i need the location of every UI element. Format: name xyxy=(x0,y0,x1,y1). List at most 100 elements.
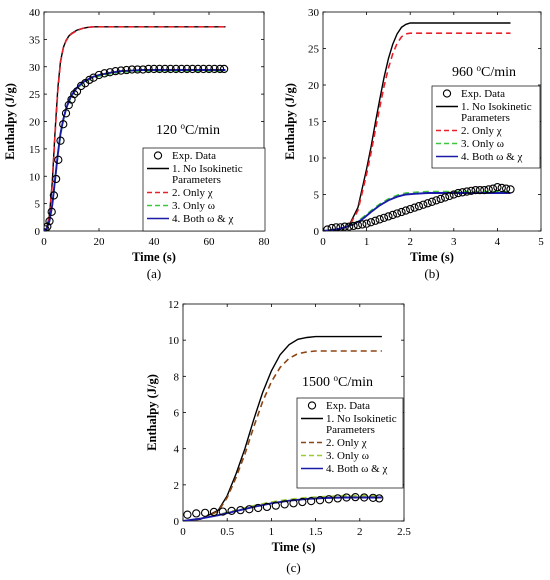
data-point xyxy=(271,501,280,510)
legend-label: 1. No Isokinetic xyxy=(461,101,532,113)
y-tick-label: 12 xyxy=(168,299,179,311)
x-tick-label: 2 xyxy=(357,526,363,538)
panel-caption: (a) xyxy=(147,266,161,281)
data-point xyxy=(454,188,463,198)
data-point xyxy=(116,66,126,75)
data-point xyxy=(72,87,82,96)
y-tick-label: 25 xyxy=(29,89,41,101)
data-point xyxy=(488,184,498,193)
legend-entry-4: 3. Only ω xyxy=(436,138,504,150)
data-point xyxy=(94,70,104,80)
legend-label: 2. Only χ xyxy=(461,125,502,137)
data-point xyxy=(353,221,363,230)
data-point xyxy=(419,200,428,209)
x-tick-label: 1 xyxy=(269,526,275,538)
data-point xyxy=(245,505,254,514)
legend-label: 3. Only ω xyxy=(461,138,504,150)
legend-entry-5: 4. Both ω & χ xyxy=(301,463,387,475)
data-point xyxy=(331,223,341,231)
data-point xyxy=(379,213,389,223)
legend-label: Parameters xyxy=(461,112,510,124)
x-tick-label: 1.5 xyxy=(309,526,323,538)
y-tick-label: 15 xyxy=(29,144,41,156)
legend-label: 2. Only χ xyxy=(326,437,367,449)
y-tick-label: 25 xyxy=(308,44,320,56)
data-point xyxy=(59,120,68,129)
data-point xyxy=(375,215,384,224)
data-point xyxy=(493,183,502,192)
y-tick-label: 4 xyxy=(174,444,180,456)
data-point xyxy=(336,223,345,231)
data-point xyxy=(200,508,210,518)
y-tick-label: 15 xyxy=(308,117,320,129)
legend-entry-5: 4. Both ω & χ xyxy=(147,213,233,225)
data-point xyxy=(56,136,65,145)
data-point xyxy=(47,207,56,216)
legend-label: 3. Only ω xyxy=(172,200,215,212)
series-4-line xyxy=(323,190,511,231)
data-point xyxy=(327,223,336,231)
data-point xyxy=(392,209,402,218)
data-point xyxy=(401,206,410,215)
data-point xyxy=(210,64,219,74)
x-tick-label: 3 xyxy=(451,236,457,248)
data-point xyxy=(133,65,142,74)
data-point xyxy=(193,64,203,74)
y-tick-label: 5 xyxy=(35,199,41,211)
data-point xyxy=(100,69,109,78)
x-tick-label: 20 xyxy=(94,236,106,248)
x-tick-label: 0 xyxy=(320,236,326,248)
series-1-markers xyxy=(183,492,384,519)
data-point xyxy=(340,222,349,231)
legend-entry-4: 3. Only ω xyxy=(301,450,369,462)
rate-unit: C/min xyxy=(481,65,516,80)
y-tick-label: 6 xyxy=(174,408,180,420)
legend-marker xyxy=(307,401,317,410)
x-tick-label: 5 xyxy=(538,236,544,248)
data-point xyxy=(171,64,181,74)
y-tick-label: 2 xyxy=(174,480,180,492)
data-point xyxy=(371,216,380,225)
legend-frame xyxy=(431,85,541,169)
rate-annotation: 120 oC/min xyxy=(156,121,220,138)
legend-label: 4. Both ω & χ xyxy=(461,151,522,163)
x-tick-label: 60 xyxy=(204,236,216,248)
data-point xyxy=(45,216,54,226)
series-2-line xyxy=(183,335,382,521)
legend-entry-4: 3. Only ω xyxy=(147,200,215,212)
data-point xyxy=(209,507,219,517)
y-tick-label: 0 xyxy=(35,226,41,238)
data-point xyxy=(177,64,186,74)
data-point xyxy=(368,493,378,503)
y-tick-label: 10 xyxy=(308,153,320,165)
legend-label: 1. No Isokinetic xyxy=(326,413,397,425)
panel-caption: (b) xyxy=(424,266,439,281)
data-point xyxy=(199,64,208,74)
series-5-line xyxy=(323,192,511,231)
data-point xyxy=(76,81,86,91)
data-point xyxy=(414,202,424,211)
legend-entry-1: Exp. Data xyxy=(153,150,216,162)
data-point xyxy=(70,89,79,99)
data-point xyxy=(188,64,197,74)
legend-label: 1. No Isokinetic xyxy=(172,163,243,175)
rate-unit: C/min xyxy=(338,375,373,390)
legend-entry-5: 4. Both ω & χ xyxy=(436,151,522,163)
legend-label: Exp. Data xyxy=(172,150,216,162)
y-tick-label: 35 xyxy=(29,34,41,46)
data-point xyxy=(358,220,367,229)
data-point xyxy=(219,64,229,74)
chart-panel-b: 0 1 2 3 4 5 0 5 10 15 20 25 30 Time (s) Enthalpy (J/g)… xyxy=(283,7,544,281)
data-point xyxy=(166,64,175,74)
data-point xyxy=(160,64,170,74)
x-tick-label: 2 xyxy=(407,236,413,248)
legend-entry-1: Exp. Data xyxy=(307,400,370,412)
series-3-line xyxy=(323,32,511,231)
legend-label: 3. Only ω xyxy=(326,450,369,462)
y-tick-label: 5 xyxy=(314,190,320,202)
legend-label: Parameters xyxy=(172,174,221,186)
data-point xyxy=(307,496,316,506)
